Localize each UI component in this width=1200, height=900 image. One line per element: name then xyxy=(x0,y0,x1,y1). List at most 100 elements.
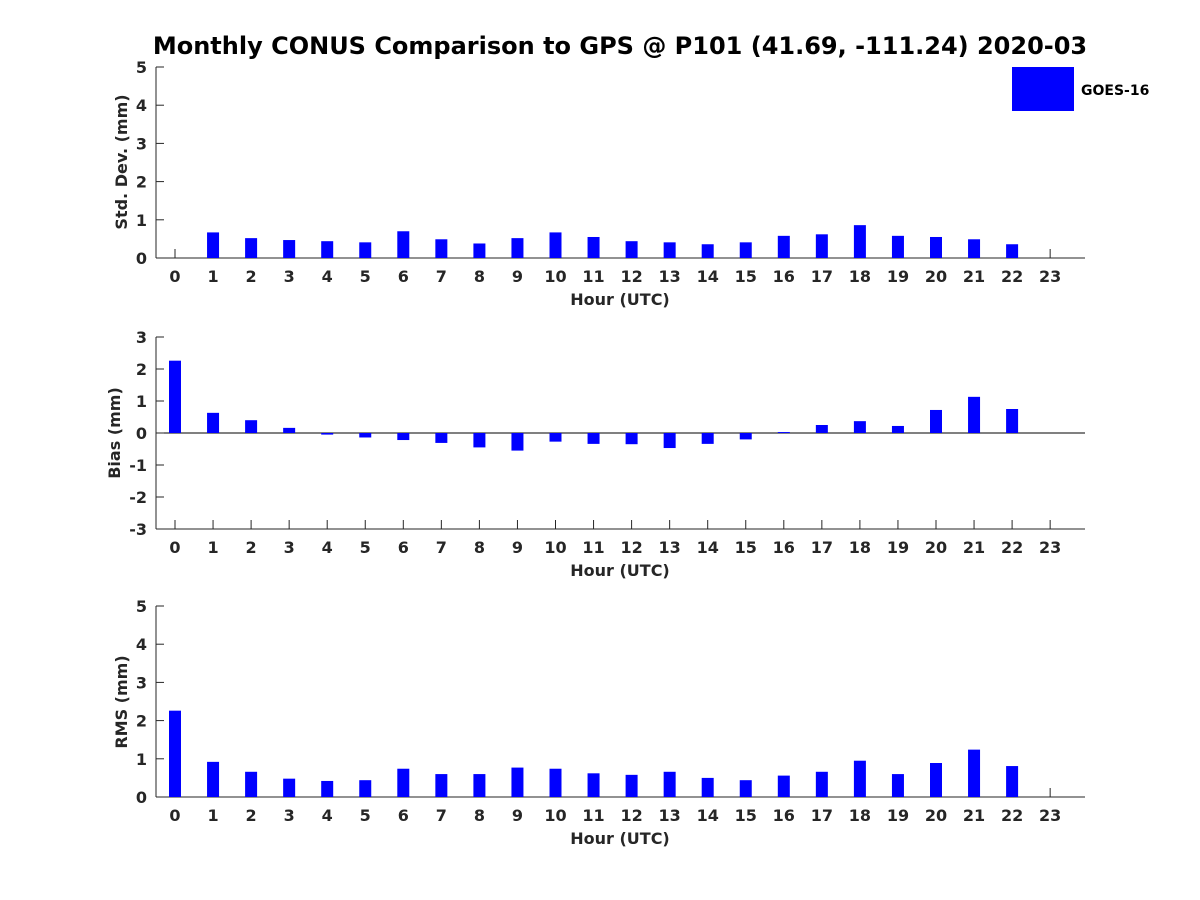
y-tick-label: 2 xyxy=(136,712,147,731)
x-tick-label: 11 xyxy=(582,538,604,557)
bar-hour-4 xyxy=(321,780,334,797)
bar-hour-3 xyxy=(283,427,296,433)
x-tick-label: 10 xyxy=(544,538,566,557)
x-tick-label: 4 xyxy=(322,538,333,557)
bar-hour-7 xyxy=(435,433,448,443)
x-tick-label: 12 xyxy=(620,267,642,286)
x-tick-label: 7 xyxy=(436,267,447,286)
bar-hour-20 xyxy=(930,236,942,258)
x-tick-label: 2 xyxy=(246,806,257,825)
bar-hour-15 xyxy=(739,780,752,797)
bar-hour-9 xyxy=(511,433,524,451)
bar-hour-2 xyxy=(245,420,258,433)
bar-hour-17 xyxy=(815,425,828,433)
bar-hour-6 xyxy=(397,433,410,441)
bar-hour-22 xyxy=(1006,766,1019,797)
bar-hour-4 xyxy=(321,241,334,258)
x-tick-label: 16 xyxy=(773,267,795,286)
x-tick-label: 19 xyxy=(887,538,909,557)
x-tick-label: 0 xyxy=(169,806,180,825)
x-tick-label: 18 xyxy=(849,267,871,286)
x-tick-label: 21 xyxy=(963,806,985,825)
x-tick-label: 13 xyxy=(659,267,681,286)
bar-hour-18 xyxy=(853,421,866,433)
x-tick-label: 12 xyxy=(620,806,642,825)
x-tick-label: 14 xyxy=(697,267,719,286)
x-tick-label: 16 xyxy=(773,538,795,557)
bar-hour-12 xyxy=(625,433,638,445)
bar-hour-13 xyxy=(663,771,676,797)
y-tick-label: 2 xyxy=(136,173,147,192)
x-tick-label: 20 xyxy=(925,538,947,557)
x-tick-label: 1 xyxy=(207,267,218,286)
bar-hour-17 xyxy=(815,771,828,797)
y-tick-label: 0 xyxy=(136,424,147,443)
y-tick-label: 3 xyxy=(136,328,147,347)
x-tick-label: 18 xyxy=(849,806,871,825)
x-tick-label: 21 xyxy=(963,538,985,557)
y-tick-label: 3 xyxy=(136,134,147,153)
x-tick-label: 17 xyxy=(811,538,833,557)
bar-hour-14 xyxy=(701,433,714,444)
x-tick-label: 4 xyxy=(322,806,333,825)
bar-hour-9 xyxy=(511,767,524,797)
bar-hour-8 xyxy=(473,243,486,258)
x-tick-label: 9 xyxy=(512,267,523,286)
x-tick-label: 8 xyxy=(474,806,485,825)
x-tick-label: 1 xyxy=(207,538,218,557)
x-tick-label: 2 xyxy=(246,538,257,557)
bar-hour-5 xyxy=(359,433,372,438)
x-tick-label: 19 xyxy=(887,267,909,286)
y-tick-label: -3 xyxy=(129,520,147,539)
x-tick-label: 0 xyxy=(169,538,180,557)
bar-hour-1 xyxy=(207,232,220,258)
bar-hour-8 xyxy=(473,774,486,797)
bar-hour-13 xyxy=(663,242,676,258)
y-tick-label: 0 xyxy=(136,788,147,807)
x-tick-label: 11 xyxy=(582,267,604,286)
bar-hour-15 xyxy=(739,242,752,258)
bar-hour-3 xyxy=(283,240,296,258)
bar-hour-10 xyxy=(549,433,562,442)
x-tick-label: 3 xyxy=(284,806,295,825)
y-tick-label: 4 xyxy=(136,635,147,654)
x-tick-label: 15 xyxy=(735,267,757,286)
x-tick-label: 1 xyxy=(207,806,218,825)
y-axis-label: Std. Dev. (mm) xyxy=(112,94,131,229)
x-tick-label: 17 xyxy=(811,806,833,825)
bar-hour-18 xyxy=(853,225,866,258)
bar-hour-9 xyxy=(511,238,524,258)
x-tick-label: 5 xyxy=(360,806,371,825)
legend-swatch xyxy=(1012,67,1074,111)
bar-hour-7 xyxy=(435,774,448,797)
bar-hour-11 xyxy=(587,236,600,258)
x-tick-label: 5 xyxy=(360,267,371,286)
bar-hour-0 xyxy=(169,360,181,433)
bar-hour-11 xyxy=(587,773,600,797)
bar-hour-7 xyxy=(435,239,448,258)
x-tick-label: 3 xyxy=(284,267,295,286)
bar-hour-3 xyxy=(283,778,296,797)
x-tick-label: 3 xyxy=(284,538,295,557)
bar-hour-0 xyxy=(169,710,181,797)
bar-hour-18 xyxy=(853,760,866,797)
bar-hour-21 xyxy=(968,749,981,797)
y-tick-label: 4 xyxy=(136,96,147,115)
bar-hour-21 xyxy=(968,239,981,258)
x-tick-label: 19 xyxy=(887,806,909,825)
bar-hour-2 xyxy=(245,238,258,258)
figure-title: Monthly CONUS Comparison to GPS @ P101 (… xyxy=(153,32,1087,60)
x-tick-label: 11 xyxy=(582,806,604,825)
y-tick-label: -2 xyxy=(129,488,147,507)
bar-hour-12 xyxy=(625,241,638,258)
bar-hour-10 xyxy=(549,768,562,797)
x-tick-label: 9 xyxy=(512,538,523,557)
x-tick-label: 15 xyxy=(735,538,757,557)
x-tick-label: 5 xyxy=(360,538,371,557)
legend: GOES-16 xyxy=(1012,67,1149,111)
x-tick-label: 13 xyxy=(659,538,681,557)
x-tick-label: 7 xyxy=(436,538,447,557)
